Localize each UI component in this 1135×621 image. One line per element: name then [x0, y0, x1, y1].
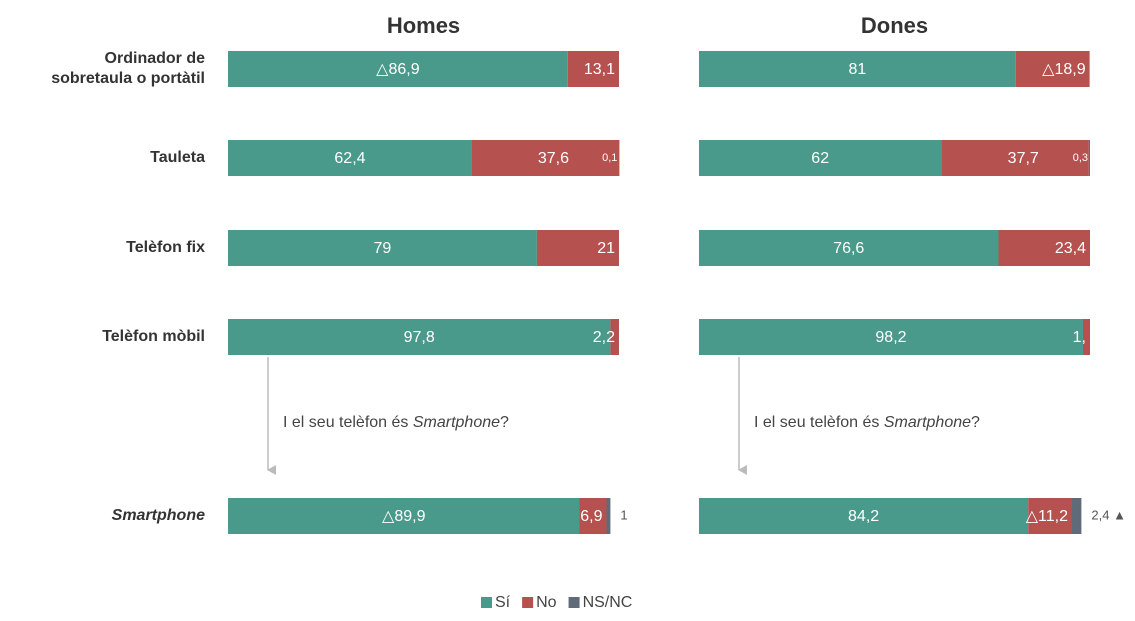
value-label: 81	[848, 61, 866, 78]
panel-title: Homes	[387, 13, 460, 38]
category-label: Telèfon fix	[126, 239, 205, 256]
value-label: △89,9	[382, 508, 426, 525]
panel-title: Dones	[861, 13, 928, 38]
value-label: 1	[620, 507, 627, 522]
value-label: 37,7	[1008, 150, 1039, 167]
value-label: 62,4	[334, 150, 365, 167]
annotation: I el seu telèfon és Smartphone?	[754, 414, 980, 431]
legend-swatch	[481, 597, 492, 608]
value-label: △86,9	[376, 61, 420, 78]
value-label: 1,	[1073, 329, 1086, 346]
value-label: △11,2	[1026, 508, 1068, 525]
value-label: 0,1	[602, 152, 617, 164]
value-label: 37,6	[538, 150, 569, 167]
bar-segment	[1089, 140, 1090, 176]
value-label: 62	[811, 150, 829, 167]
value-label: 76,6	[833, 240, 864, 257]
annotation-part: Smartphone	[413, 414, 500, 431]
legend-swatch	[522, 597, 533, 608]
legend-label: Sí	[495, 594, 511, 611]
bar-segment	[606, 498, 610, 534]
value-label: 0,3	[1073, 152, 1088, 164]
category-label-line: Ordinador de	[105, 50, 206, 67]
legend-label: No	[536, 594, 557, 611]
value-label: 21	[597, 240, 615, 257]
annotation: I el seu telèfon és Smartphone?	[283, 414, 509, 431]
legend-swatch	[569, 597, 580, 608]
value-label: 6,9	[580, 508, 602, 525]
value-label: 2,4 ▲	[1091, 507, 1126, 522]
value-label: 97,8	[404, 329, 435, 346]
annotation-part: Smartphone	[884, 414, 971, 431]
category-label-line: sobretaula o portàtil	[51, 70, 205, 87]
value-label: 98,2	[875, 329, 906, 346]
category-label: Smartphone	[112, 507, 205, 524]
value-label: 23,4	[1055, 240, 1086, 257]
value-label: 79	[374, 240, 392, 257]
bar-segment	[1072, 498, 1081, 534]
annotation-part: I el seu telèfon és	[754, 414, 884, 431]
value-label: 84,2	[848, 508, 879, 525]
category-label: Ordinador de sobretaula o portàtil	[51, 50, 205, 87]
legend: Sí No NS/NC	[481, 594, 632, 611]
value-label: △18,9	[1042, 61, 1086, 78]
category-label: Tauleta	[150, 149, 205, 166]
annotation-part: ?	[971, 414, 980, 431]
value-label: 2,2	[593, 329, 615, 346]
value-label: 13,1	[584, 61, 615, 78]
annotation-part: ?	[500, 414, 509, 431]
category-label: Telèfon mòbil	[102, 328, 205, 345]
legend-label: NS/NC	[583, 594, 633, 611]
annotation-part: I el seu telèfon és	[283, 414, 413, 431]
